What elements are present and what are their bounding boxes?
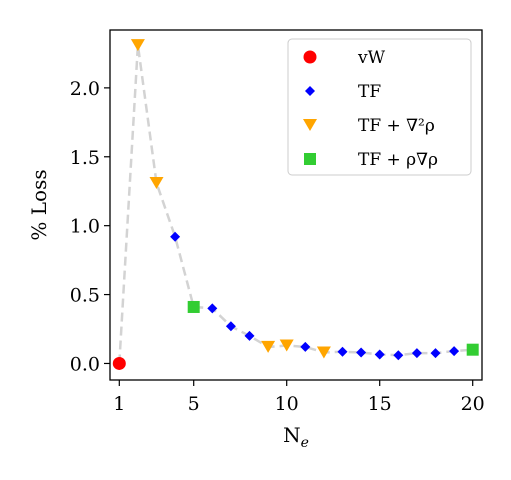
legend-marker-0	[303, 50, 317, 64]
data-point-series-2	[149, 176, 164, 189]
data-point-series-2	[279, 339, 294, 352]
plot-frame	[109, 29, 483, 381]
data-point-series-2	[130, 39, 145, 52]
y-tick-label: 0.0	[70, 353, 100, 375]
legend-label-0: vW	[357, 48, 386, 68]
data-point-series-1	[337, 346, 348, 357]
data-point-series-1	[393, 350, 404, 361]
data-point-series-1	[374, 349, 385, 360]
data-point-series-1	[300, 341, 311, 352]
x-tick-label: 1	[113, 393, 125, 415]
x-tick-label: 20	[461, 393, 485, 415]
y-axis-label: % Loss	[27, 169, 51, 240]
legend-label-2: TF + ∇²ρ	[358, 116, 435, 136]
x-tick-label: 15	[368, 393, 392, 415]
x-tick-label: 5	[188, 393, 200, 415]
legend: vW TF TF + ∇²ρ TF + ρ∇ρ	[287, 38, 472, 176]
y-tick-label: 1.5	[70, 147, 100, 169]
legend-label-3: TF + ρ∇ρ	[358, 150, 438, 170]
legend-label-1: TF	[358, 82, 381, 102]
x-axis-ticks: 1 5 10 15 20	[113, 380, 485, 415]
data-point-series-1	[244, 330, 255, 341]
data-point-series-1	[356, 347, 367, 358]
data-point-series-3	[466, 343, 479, 356]
y-tick-label: 2.0	[70, 78, 100, 100]
y-axis-ticks: 0.0 0.5 1.0 1.5 2.0	[70, 78, 110, 375]
data-point-series-0	[112, 356, 126, 370]
data-point-series-1	[430, 348, 441, 359]
y-tick-label: 1.0	[70, 216, 100, 238]
data-point-series-1	[225, 321, 236, 332]
data-point-series-2	[261, 340, 276, 353]
y-tick-label: 0.5	[70, 285, 100, 307]
data-point-series-1	[207, 303, 218, 314]
x-tick-label: 10	[275, 393, 299, 415]
legend-box	[287, 38, 472, 176]
data-point-series-1	[449, 346, 460, 357]
connector-line	[118, 44, 473, 364]
legend-marker-2	[303, 119, 317, 131]
x-axis-label: Ne	[283, 423, 309, 451]
legend-marker-3	[304, 153, 316, 165]
x-axis-label-subscript: e	[301, 435, 309, 451]
connector-line-layer	[118, 44, 473, 364]
legend-marker-1	[305, 86, 315, 96]
x-axis-label-main: N	[283, 423, 301, 447]
legend-items: vW TF TF + ∇²ρ TF + ρ∇ρ	[303, 48, 438, 170]
data-point-series-3	[187, 300, 200, 313]
data-points-layer	[112, 39, 479, 370]
data-point-series-1	[170, 231, 181, 242]
data-point-series-2	[316, 346, 331, 359]
data-point-series-1	[411, 348, 422, 359]
